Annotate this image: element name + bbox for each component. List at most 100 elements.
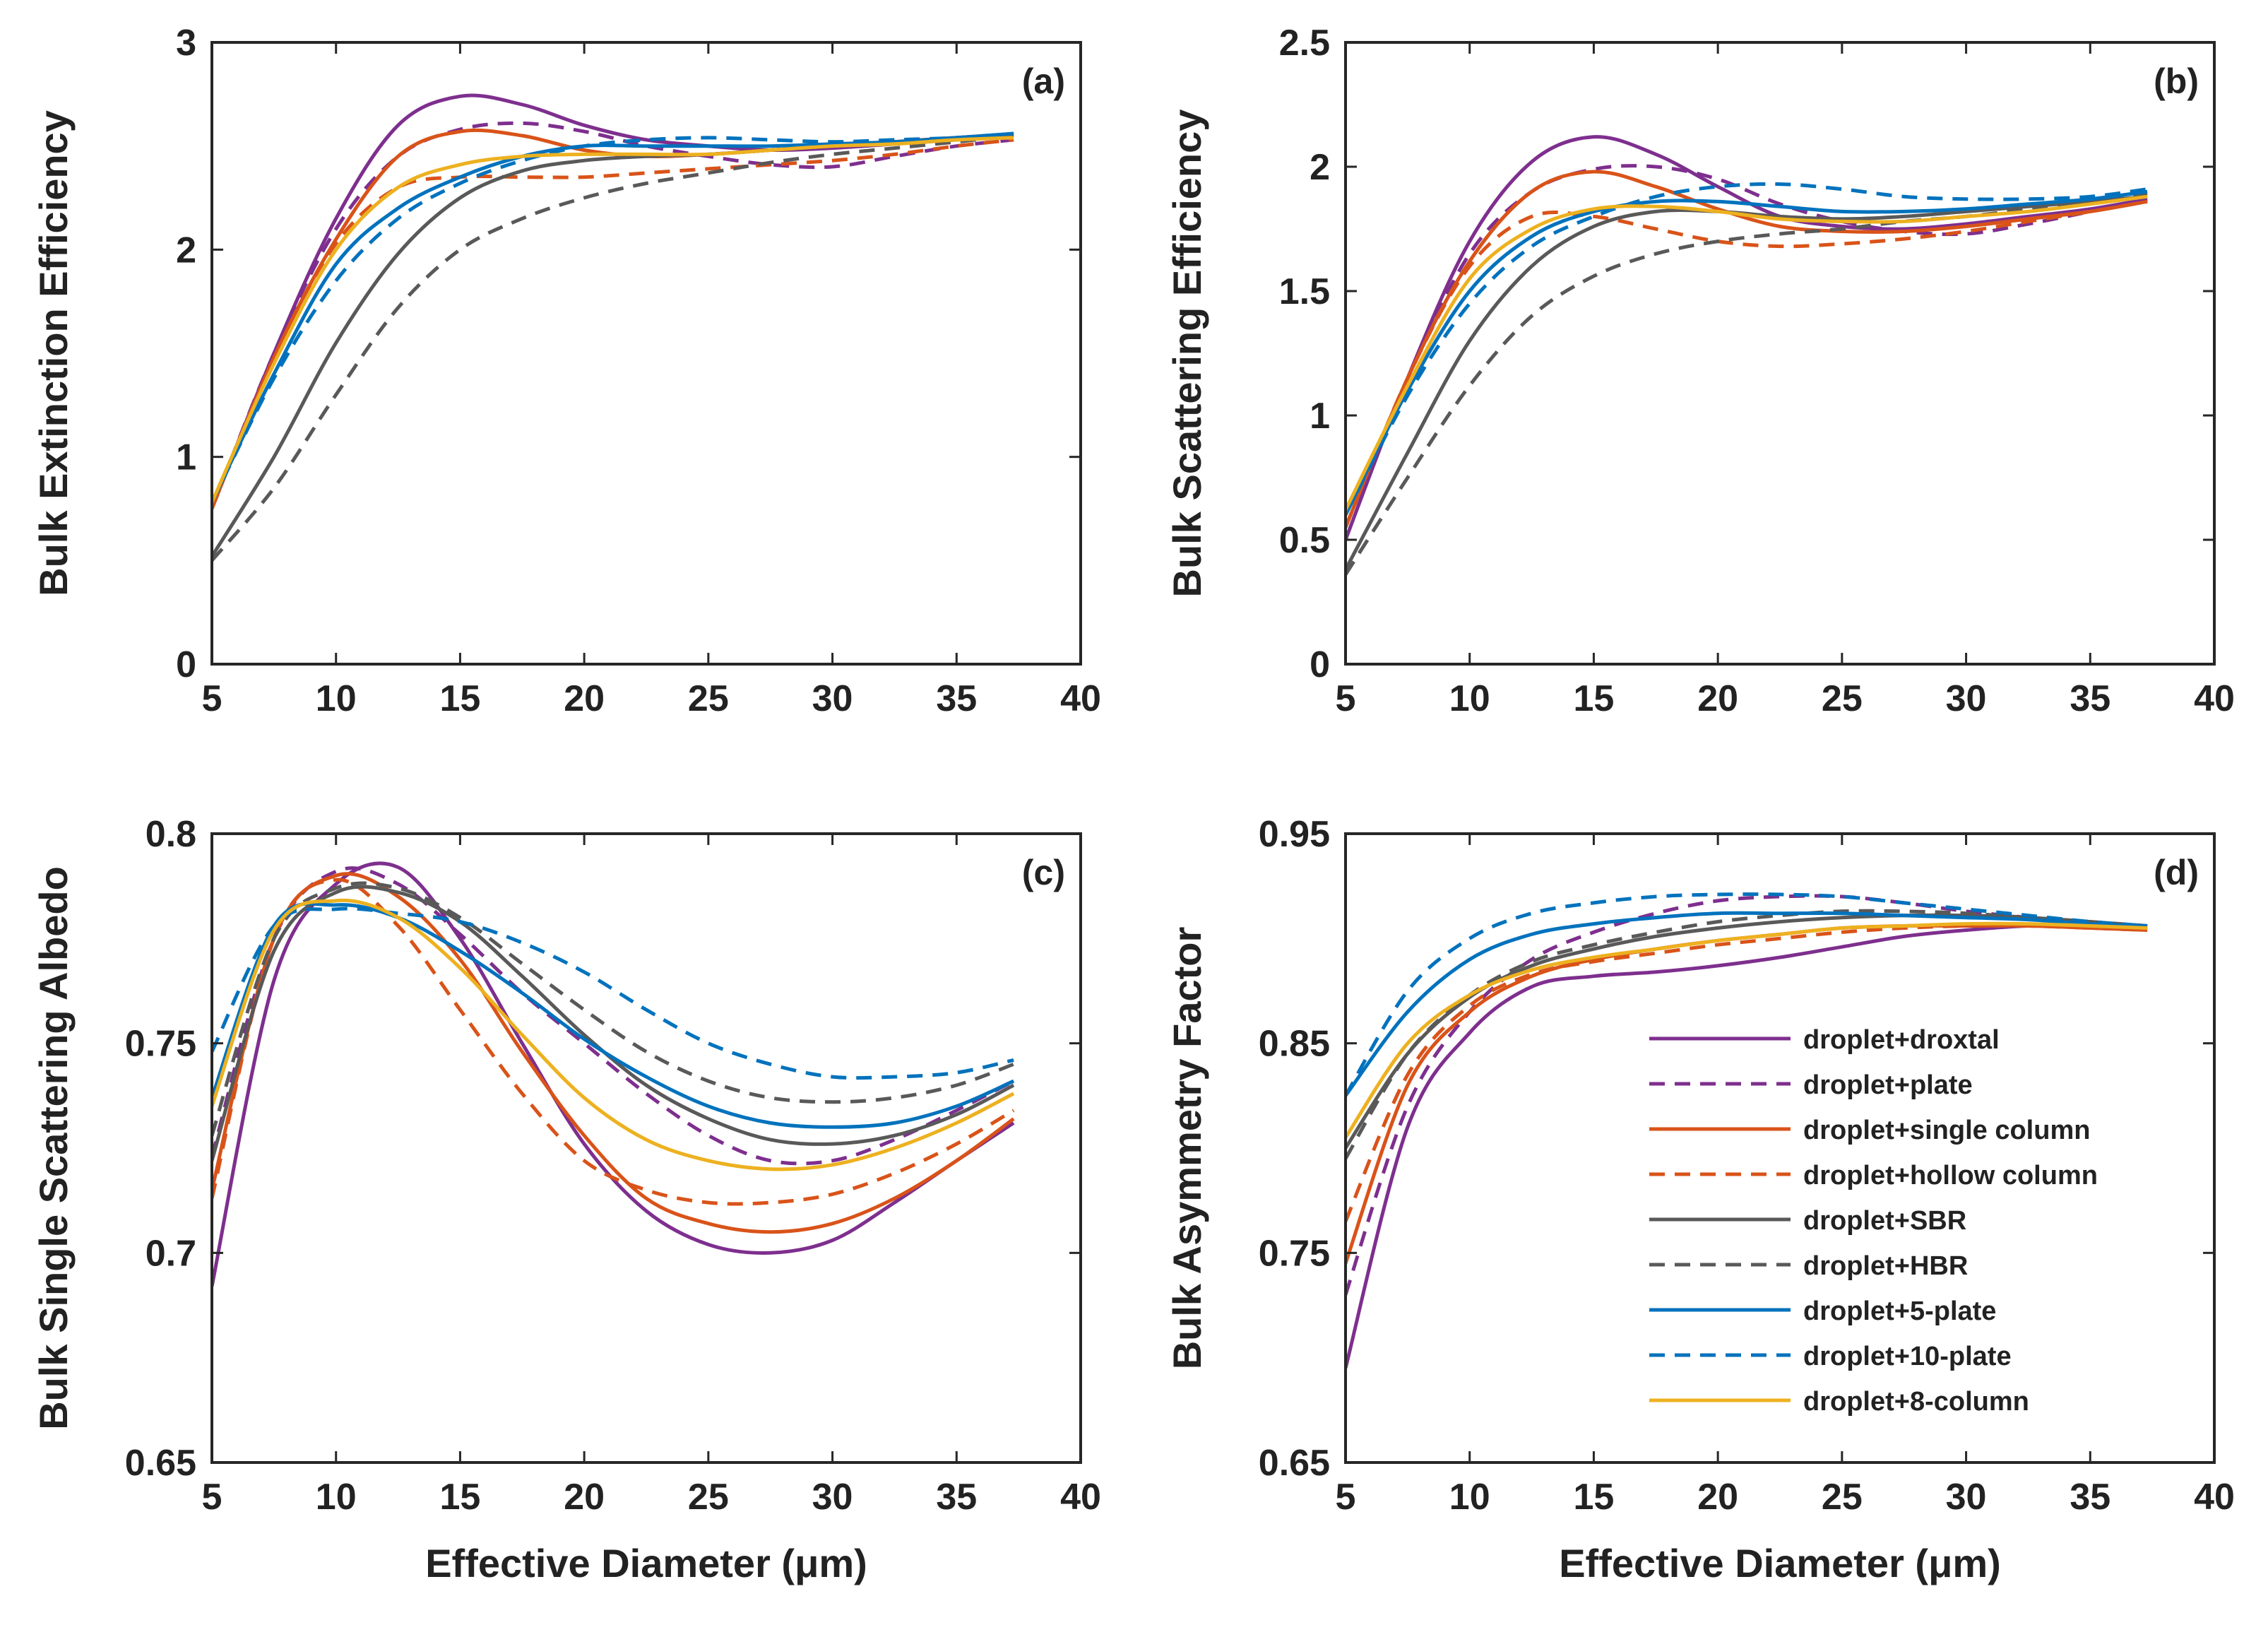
series-lines [1346,892,2148,1369]
legend-label: droplet+HBR [1803,1251,1968,1281]
y-tick-label: 0 [1310,644,1330,685]
y-tick-label: 1 [176,437,196,478]
x-tick-label: 40 [2194,1477,2235,1518]
legend-label: droplet+5-plate [1803,1296,1996,1326]
legend-label: droplet+8-column [1803,1387,2029,1417]
series-line-droxtal [212,861,1015,1287]
legend-item-p5: droplet+5-plate [1649,1296,1996,1326]
series-line-single [1346,170,2148,528]
x-tick-label: 40 [2194,678,2235,719]
series-line-c8 [1346,194,2148,511]
series-line-p5 [1346,911,2148,1097]
series-line-hollow [212,138,1014,509]
x-tick-label: 5 [1336,1477,1356,1518]
axes-box [1344,41,2216,666]
legend-item-p10: droplet+10-plate [1649,1342,2012,1371]
y-tick-label: 0.95 [1259,814,1330,855]
x-tick-label: 20 [564,678,605,719]
x-tick-label: 10 [316,678,357,719]
x-tick-label: 30 [812,1477,853,1518]
legend-item-hollow: droplet+hollow column [1649,1161,2098,1190]
series-line-hollow [1346,923,2148,1222]
series-line-hollow [212,878,1015,1206]
x-tick-label: 20 [1697,678,1738,719]
series-line-p10 [1346,182,2148,516]
x-axis-label: Effective Diameter (μm) [425,1541,867,1585]
y-axis-label: Bulk Extinction Efficiency [31,110,76,596]
legend-item-droxtal: droplet+droxtal [1649,1025,2000,1055]
x-tick-label: 10 [1449,1477,1490,1518]
x-tick-label: 15 [440,678,481,719]
legend-label: droplet+10-plate [1803,1342,2012,1371]
x-tick-label: 30 [1946,678,1987,719]
x-tick-label: 35 [936,678,977,719]
series-line-hbr [212,134,1014,562]
y-tick-label: 0.5 [1279,520,1330,561]
x-tick-label: 35 [2070,678,2110,719]
panel-a: 5 10 15 20 25 30 35 40 0 1 2 3 Bulk Extinction Effic… [31,23,1101,719]
panel-c: 5 10 15 20 25 30 35 40 0.65 0.7 0.75 0.8 Bulk Single… [31,814,1101,1585]
legend-label: droplet+single column [1803,1116,2090,1145]
x-tick-label: 5 [1336,678,1356,719]
legend-label: droplet+plate [1803,1070,1973,1100]
series-lines [212,93,1014,562]
legend-label: droplet+SBR [1803,1206,1966,1236]
series-line-p5 [1346,189,2148,516]
x-tick-label: 25 [1822,1477,1863,1518]
x-tick-label: 15 [1574,1477,1615,1518]
series-line-sbr [1346,913,2148,1150]
x-axis-label: Effective Diameter (μm) [1559,1541,2001,1585]
legend-item-sbr: droplet+SBR [1649,1206,1966,1236]
y-tick-label: 1.5 [1279,271,1330,312]
x-tick-label: 10 [1449,678,1490,719]
y-tick-label: 0.85 [1259,1024,1330,1065]
x-tick-label: 40 [1060,678,1101,719]
legend-item-hbr: droplet+HBR [1649,1251,1968,1281]
y-axis-label: Bulk Scattering Efficiency [1165,110,1209,598]
y-tick-label: 0.65 [125,1443,196,1484]
x-tick-label: 25 [688,678,729,719]
series-line-p5 [212,902,1015,1129]
series-line-c8 [212,136,1014,504]
x-tick-label: 5 [202,1477,222,1518]
series-line-droxtal [1346,135,2148,540]
x-tick-label: 5 [202,678,222,719]
x-tick-label: 35 [936,1477,977,1518]
series-lines [1346,135,2148,576]
series-line-p10 [212,906,1014,1080]
x-tick-label: 15 [1574,678,1615,719]
series-line-hbr [1346,909,2148,1160]
panel-label: (c) [1022,853,1065,892]
y-tick-label: 0 [176,644,196,685]
legend: droplet+droxtal droplet+plate droplet+sing… [1649,1025,2098,1417]
y-tick-label: 2.5 [1279,23,1330,64]
y-axis-label: Bulk Asymmetry Factor [1165,927,1209,1370]
panel-label: (d) [2154,853,2199,892]
legend-item-single: droplet+single column [1649,1116,2090,1145]
x-tick-label: 40 [1060,1477,1101,1518]
series-line-single [1346,923,2148,1265]
series-line-hbr [1346,192,2148,576]
y-tick-label: 0.8 [146,814,196,855]
y-tick-label: 3 [176,23,196,64]
x-tick-label: 20 [564,1477,605,1518]
legend-label: droplet+droxtal [1803,1025,2000,1055]
panel-label: (a) [1022,61,1065,101]
x-tick-label: 20 [1697,1477,1738,1518]
series-line-sbr [212,131,1014,557]
series-line-c8 [1346,921,2148,1139]
legend-label: droplet+hollow column [1803,1161,2098,1190]
x-tick-label: 25 [688,1477,729,1518]
legend-item-plate: droplet+plate [1649,1070,1973,1100]
series-line-droxtal [1346,923,2148,1369]
axes-box [1344,832,2216,1464]
y-tick-label: 2 [1310,147,1330,188]
axes-box [210,41,1082,666]
series-lines [212,861,1015,1287]
y-tick-label: 0.65 [1259,1443,1330,1484]
panel-label: (b) [2154,61,2199,101]
series-line-single [212,128,1014,509]
y-tick-label: 1 [1310,396,1330,437]
series-line-plate [1346,894,2148,1296]
